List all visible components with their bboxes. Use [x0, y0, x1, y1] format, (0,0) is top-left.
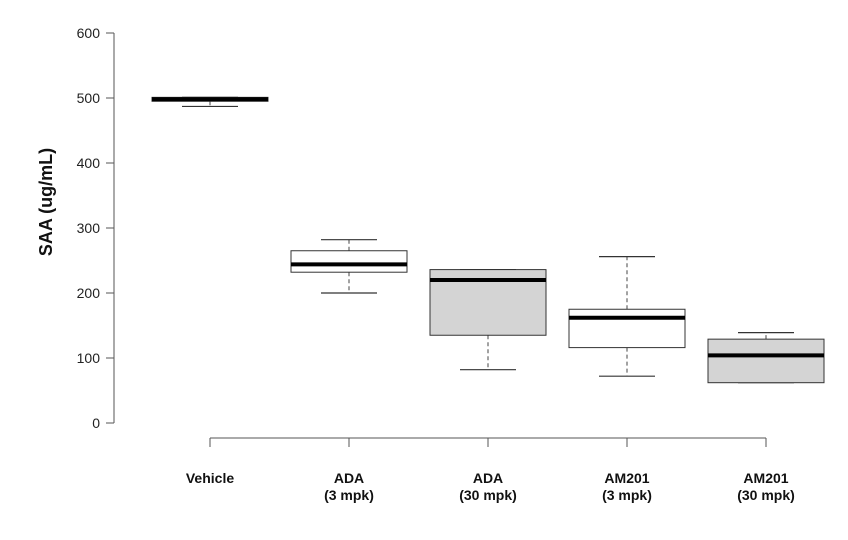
box-group — [429, 269, 547, 371]
box-group — [707, 332, 825, 384]
y-tick-label: 0 — [92, 415, 100, 431]
y-tick-label: 600 — [77, 25, 101, 41]
x-category-sublabel: (30 mpk) — [737, 487, 795, 503]
x-category-label: Vehicle — [186, 470, 234, 486]
y-axis-title: SAA (ug/mL) — [36, 148, 56, 256]
x-category-label: ADA — [473, 470, 503, 486]
x-category-sublabel: (3 mpk) — [324, 487, 374, 503]
y-tick-label: 500 — [77, 90, 101, 106]
box-iqr — [568, 308, 686, 349]
box-group — [151, 96, 269, 108]
x-category-sublabel: (30 mpk) — [459, 487, 517, 503]
y-tick-label: 200 — [77, 285, 101, 301]
box-iqr — [290, 250, 408, 273]
box-group — [568, 256, 686, 377]
boxes — [151, 96, 825, 384]
box-group — [290, 239, 408, 294]
box-iqr — [707, 338, 825, 384]
y-axis: 0 100 200 300 400 500 600 — [77, 25, 115, 431]
x-category-label: AM201 — [604, 470, 649, 486]
x-axis: Vehicle ADA(3 mpk)ADA(30 mpk)AM201(3 mpk)… — [186, 437, 795, 503]
x-category-label: AM201 — [743, 470, 788, 486]
x-category-label: ADA — [334, 470, 364, 486]
y-tick-label: 300 — [77, 220, 101, 236]
y-tick-label: 400 — [77, 155, 101, 171]
x-category-sublabel: (3 mpk) — [602, 487, 652, 503]
y-tick-label: 100 — [77, 350, 101, 366]
